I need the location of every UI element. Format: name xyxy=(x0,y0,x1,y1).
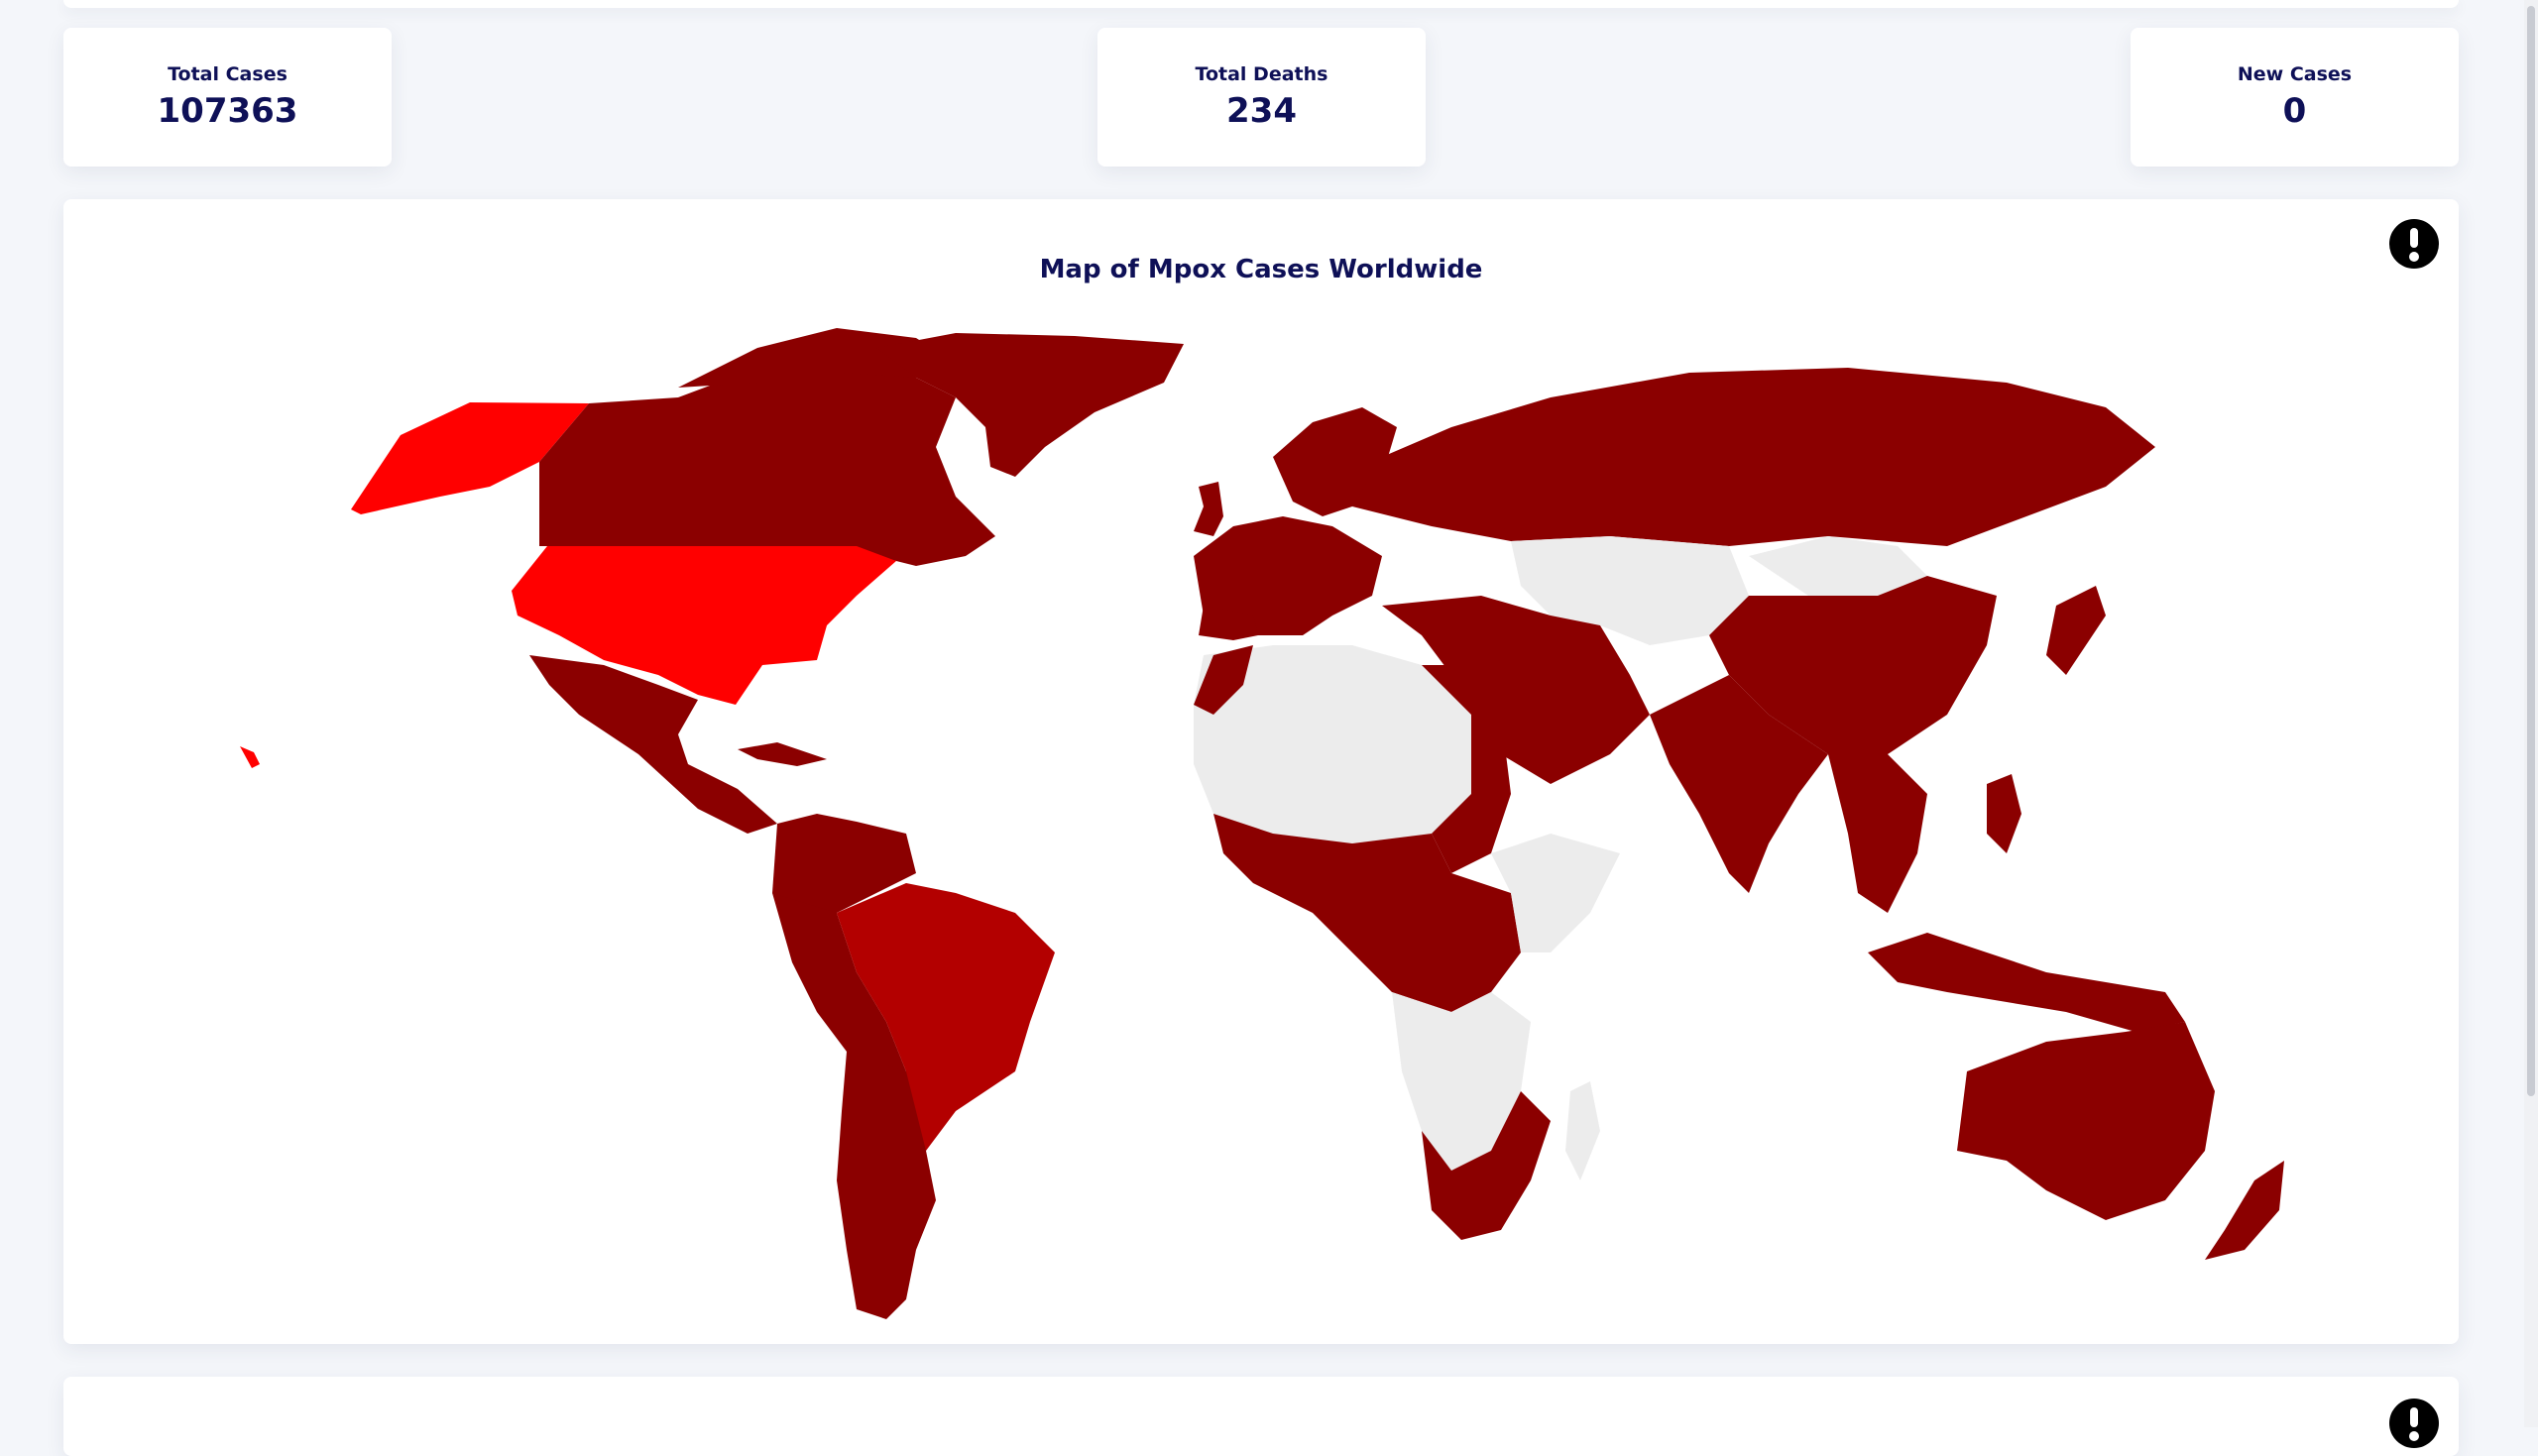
total-deaths-card: Total Deaths 234 xyxy=(1097,28,1426,167)
country-west-south-america[interactable] xyxy=(772,893,906,1091)
country-hawaii[interactable] xyxy=(240,746,260,768)
country-australia[interactable] xyxy=(1957,1022,2215,1220)
country-brazil[interactable] xyxy=(837,883,1055,1151)
second-panel xyxy=(63,1377,2459,1456)
country-canada-islands[interactable] xyxy=(678,328,956,388)
country-new-zealand[interactable] xyxy=(2205,1161,2284,1260)
new-cases-card: New Cases 0 xyxy=(2131,28,2459,167)
country-cuba[interactable] xyxy=(738,742,827,766)
country-iberia[interactable] xyxy=(1199,606,1258,640)
country-madagascar[interactable] xyxy=(1565,1081,1600,1180)
country-canada[interactable] xyxy=(539,358,995,566)
total-cases-card: Total Cases 107363 xyxy=(63,28,392,167)
country-central-asia[interactable] xyxy=(1511,536,1749,645)
top-panel-edge xyxy=(63,0,2459,8)
country-india[interactable] xyxy=(1650,675,1828,893)
country-central-africa[interactable] xyxy=(1213,814,1521,1012)
country-south-africa[interactable] xyxy=(1422,1091,1551,1240)
country-north-south-america[interactable] xyxy=(772,814,916,933)
country-indonesia[interactable] xyxy=(1868,933,2185,1032)
country-uk[interactable] xyxy=(1194,482,1223,536)
exclamation-circle-icon-2[interactable] xyxy=(2389,1399,2439,1448)
map-title: Map of Mpox Cases Worldwide xyxy=(1039,255,1483,284)
country-southern-africa-north[interactable] xyxy=(1392,992,1531,1171)
world-map xyxy=(240,328,2284,1319)
map-panel: Map of Mpox Cases Worldwide xyxy=(63,199,2459,1344)
exclamation-circle-icon[interactable] xyxy=(2389,219,2439,269)
total-deaths-value: 234 xyxy=(1226,91,1297,131)
country-alaska[interactable] xyxy=(351,402,589,514)
total-deaths-label: Total Deaths xyxy=(1195,63,1328,85)
country-philippines[interactable] xyxy=(1987,774,2021,853)
country-egypt-sudan[interactable] xyxy=(1422,665,1511,873)
scrollbar-thumb[interactable] xyxy=(2527,6,2535,1096)
total-cases-value: 107363 xyxy=(157,91,298,131)
country-russia[interactable] xyxy=(1352,368,2155,546)
country-morocco[interactable] xyxy=(1194,645,1253,715)
country-greenland[interactable] xyxy=(876,333,1184,477)
country-middle-east[interactable] xyxy=(1382,596,1650,784)
country-southeast-asia[interactable] xyxy=(1828,754,1927,913)
country-argentina-chile[interactable] xyxy=(837,1052,936,1319)
country-mongolia[interactable] xyxy=(1749,536,1927,596)
total-cases-label: Total Cases xyxy=(168,63,288,85)
new-cases-label: New Cases xyxy=(2237,63,2353,85)
country-usa[interactable] xyxy=(512,546,896,705)
country-china[interactable] xyxy=(1709,576,1997,754)
country-north-africa[interactable] xyxy=(1194,645,1471,843)
country-east-africa[interactable] xyxy=(1491,834,1620,952)
new-cases-value: 0 xyxy=(2282,91,2307,131)
country-japan[interactable] xyxy=(2046,586,2106,675)
country-western-europe[interactable] xyxy=(1194,516,1382,635)
scrollbar[interactable] xyxy=(2524,0,2538,1427)
country-mexico[interactable] xyxy=(529,655,777,834)
